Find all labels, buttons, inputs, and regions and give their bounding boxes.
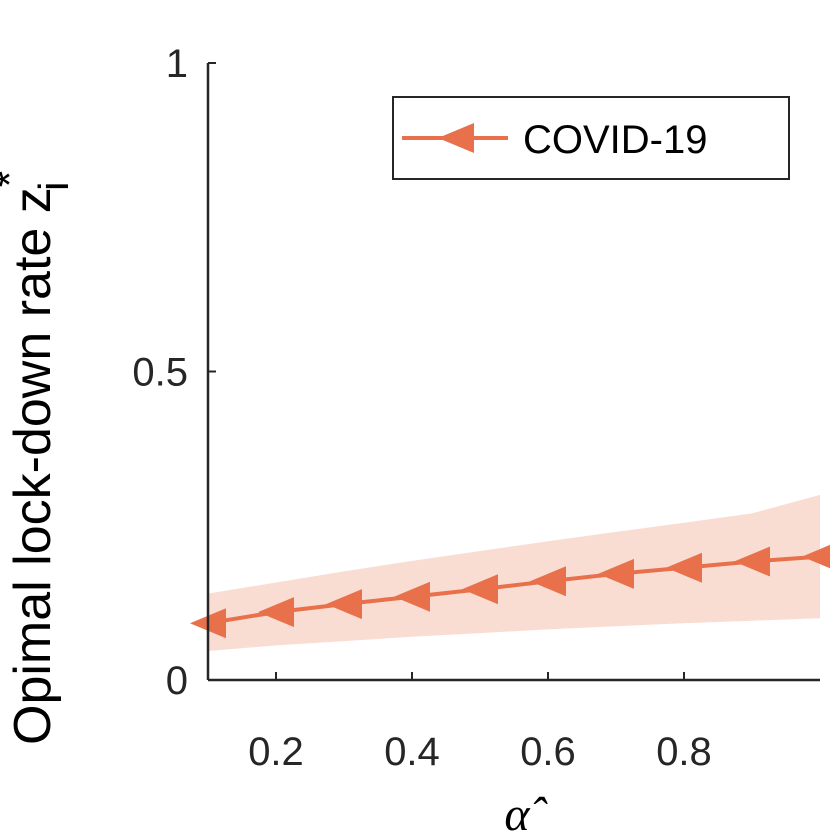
data-point-marker	[462, 574, 498, 605]
data-point-marker	[326, 589, 362, 620]
data-point-marker	[394, 581, 430, 612]
y-ticks: 00.51	[132, 42, 216, 703]
y-tick-label: 1	[166, 42, 188, 86]
y-tick-label: 0.5	[132, 351, 188, 395]
x-ticks: 0.2 0.4 0.6 0.8	[248, 672, 712, 774]
data-point-marker	[530, 566, 566, 597]
x-tick-label: 0.4	[384, 730, 440, 774]
data-point-marker	[258, 597, 294, 628]
legend: COVID-19	[392, 96, 790, 180]
data-point-marker	[734, 546, 770, 577]
y-tick-label: 0	[166, 659, 188, 703]
legend-marker-covid19	[438, 123, 474, 153]
y-axis-label-group: Opimal lock-down rate z*i	[0, 171, 77, 745]
x-tick-label: 0.6	[520, 730, 576, 774]
data-point-marker	[802, 544, 830, 569]
data-point-marker	[598, 558, 634, 589]
series-line-covid19	[207, 554, 821, 626]
data-point-marker	[666, 552, 702, 583]
x-tick-label: 0.2	[248, 730, 304, 774]
x-axis-label: α̂	[504, 788, 547, 839]
legend-label-covid19: COVID-19	[523, 118, 708, 162]
x-tick-label: 0.8	[656, 730, 712, 774]
y-axis-label: Opimal lock-down rate z*i	[0, 171, 77, 745]
